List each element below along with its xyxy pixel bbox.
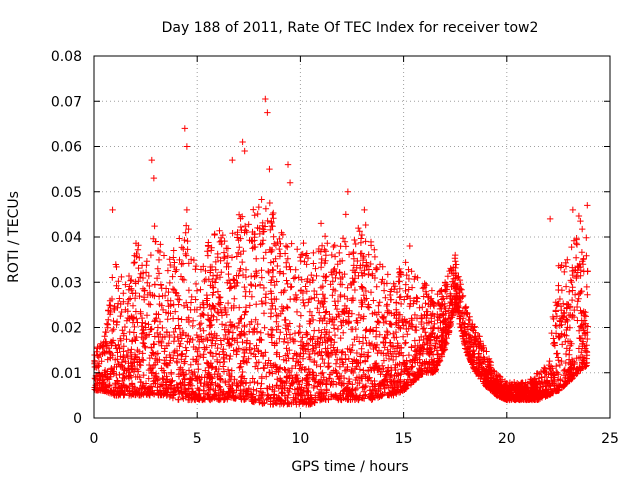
- data-points: [91, 95, 591, 408]
- y-tick-label: 0.01: [51, 366, 82, 382]
- chart-title: Day 188 of 2011, Rate Of TEC Index for r…: [162, 20, 539, 36]
- y-tick-label: 0.04: [51, 230, 82, 246]
- y-tick-label: 0.05: [51, 185, 82, 201]
- roti-spike-point: [181, 125, 189, 132]
- roti-spike-point: [241, 147, 248, 155]
- roti-spike-point: [264, 109, 271, 116]
- roti-spike-point: [148, 156, 155, 164]
- y-tick-label: 0.08: [51, 49, 82, 65]
- roti-spike-point: [183, 206, 191, 214]
- roti-spike-point: [150, 174, 158, 182]
- roti-spike-point: [452, 251, 459, 259]
- y-axis-label: ROTI / TECUs: [6, 191, 22, 283]
- roti-spike-point: [546, 215, 554, 223]
- y-tick-label: 0: [73, 411, 82, 427]
- x-tick-label: 25: [601, 431, 619, 447]
- y-tick-label: 0.06: [51, 140, 82, 156]
- roti-spike-point: [406, 242, 413, 250]
- roti-spike-point: [317, 220, 325, 227]
- roti-spike-point: [109, 206, 116, 214]
- axis-ticks: 0 5 10 15 20 25 0 0.01 0.02 0.03 0.04 0.05 0.06 0.07 0…: [51, 49, 619, 447]
- roti-spike-point: [286, 179, 294, 186]
- roti-spike-point: [266, 165, 273, 173]
- roti-spike-point: [569, 206, 577, 214]
- roti-spike-point: [284, 161, 292, 168]
- roti-spike-point: [361, 206, 368, 214]
- x-tick-label: 10: [291, 431, 309, 447]
- roti-spike-point: [584, 202, 591, 209]
- y-tick-label: 0.07: [51, 94, 82, 110]
- roti-spike-point: [229, 156, 236, 164]
- grid-lines: [94, 56, 610, 418]
- x-tick-label: 5: [193, 431, 202, 447]
- roti-spike-point: [239, 138, 246, 146]
- roti-spike-point: [344, 188, 352, 195]
- x-tick-label: 15: [395, 431, 413, 447]
- x-axis-label: GPS time / hours: [291, 459, 408, 475]
- roti-spike-point: [342, 211, 350, 218]
- x-tick-label: 0: [90, 431, 99, 447]
- roti-spike-point: [183, 143, 191, 150]
- roti-point-cloud: [91, 196, 591, 408]
- x-tick-label: 20: [498, 431, 516, 447]
- y-tick-label: 0.02: [51, 321, 82, 337]
- roti-spike-point: [262, 95, 269, 103]
- y-tick-label: 0.03: [51, 275, 82, 291]
